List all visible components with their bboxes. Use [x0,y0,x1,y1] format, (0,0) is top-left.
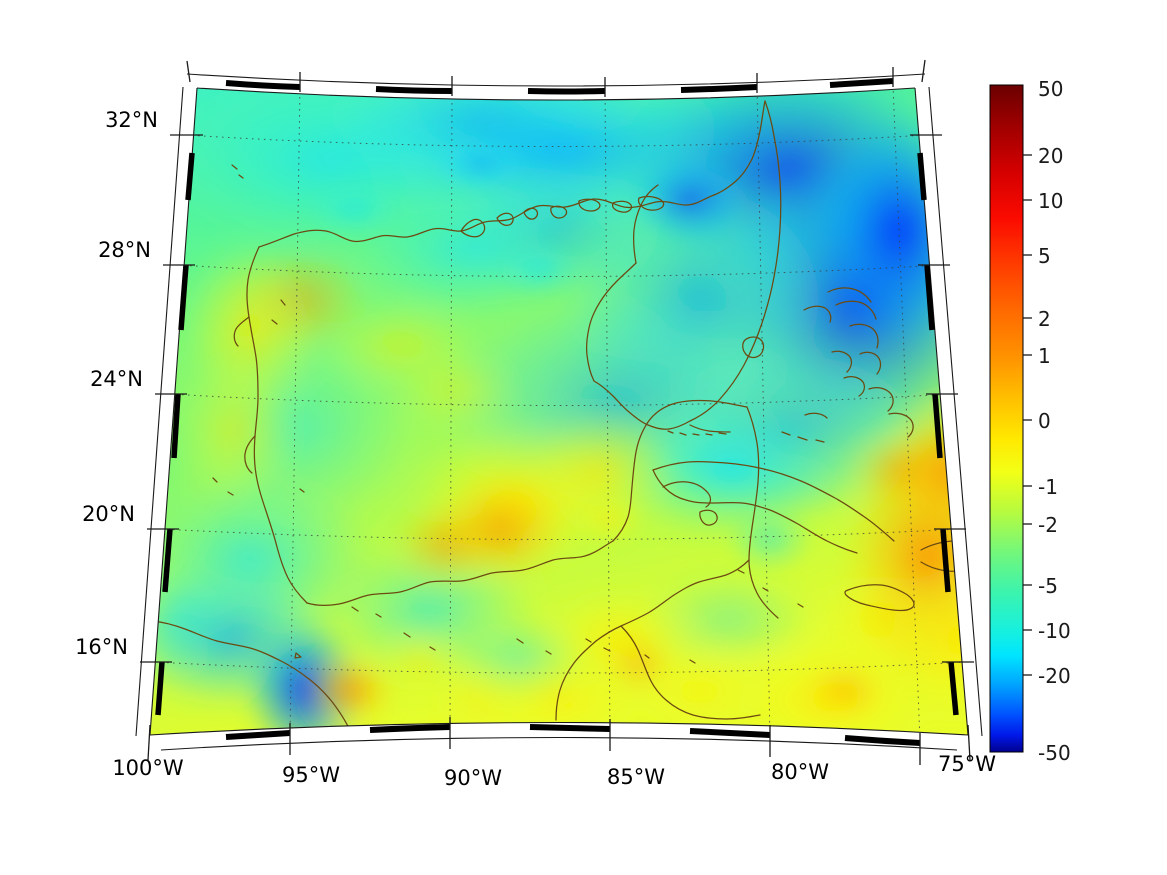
x-tick-label: 90°W [444,766,502,790]
y-tick-label: 16°N [75,635,128,659]
map-data-field [150,88,968,735]
colorbar-tick-label: 10 [1038,189,1063,213]
x-tick-label: 80°W [771,760,829,784]
y-axis-tick-labels: 32°N 28°N 24°N 20°N 16°N [75,108,158,659]
y-tick-label: 20°N [82,502,135,526]
colorbar-tick-label: -20 [1038,664,1071,688]
x-tick-label: 85°W [607,765,665,789]
colorbar-tick-label: 20 [1038,144,1063,168]
coastline-layer [151,100,968,733]
colorbar-tick-label: -10 [1038,619,1071,643]
y-tick-label: 32°N [105,108,158,132]
x-tick-label: 75°W [938,752,996,776]
y-tick-label: 28°N [98,238,151,262]
graticule [154,88,967,735]
colorbar-tick-labels: 50 20 10 5 2 1 0 -1 -2 -5 -10 -20 -50 [1038,77,1071,765]
colorbar-tick-label: 50 [1038,77,1063,101]
colorbar-gradient [989,84,1024,753]
x-tick-label: 100°W [112,756,184,780]
colorbar-tick-label: 5 [1038,244,1051,268]
colorbar-tick-label: -1 [1038,475,1058,499]
x-tick-label: 95°W [282,763,340,787]
map-frame [135,59,983,765]
colorbar-tick-label: -2 [1038,513,1058,537]
colorbar-tick-label: 1 [1038,344,1051,368]
y-tick-label: 24°N [90,367,143,391]
colorbar-tick-label: -50 [1038,741,1071,765]
colorbar-tick-label: 2 [1038,307,1051,331]
colorbar-tick-label: 0 [1038,409,1051,433]
colorbar-ticks [1023,154,1032,676]
colorbar-tick-label: -5 [1038,574,1058,598]
colorbar[interactable]: 50 20 10 5 2 1 0 -1 -2 -5 -10 -20 -50 [989,77,1071,765]
x-axis-tick-labels: 100°W 95°W 90°W 85°W 80°W 75°W [112,752,996,790]
